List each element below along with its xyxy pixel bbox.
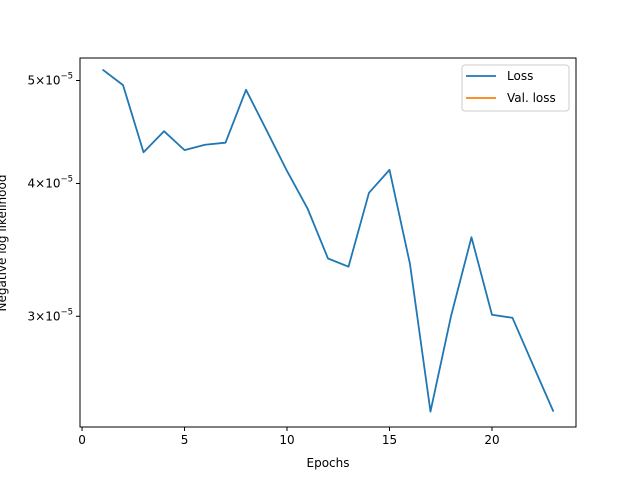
x-tick-label-3: 15 (382, 433, 397, 447)
x-tick-label-0: 0 (78, 433, 86, 447)
plot-background (80, 58, 576, 427)
legend-label-0: Loss (507, 69, 533, 83)
x-tick-label-4: 20 (484, 433, 499, 447)
x-tick-label-2: 10 (279, 433, 294, 447)
legend-label-1: Val. loss (507, 91, 556, 105)
x-axis-label: Epochs (307, 456, 350, 470)
y-axis: 3×10−5 4×10−5 5×10−5 (28, 72, 80, 323)
y-tick-label-2: 5×10−5 (28, 72, 74, 88)
series-layer (102, 68, 555, 413)
x-axis: 0 5 10 15 20 (78, 427, 500, 447)
x-tick-label-1: 5 (181, 433, 189, 447)
y-axis-label: Negative log likelihood (0, 175, 9, 312)
legend: Loss Val. loss (461, 64, 570, 112)
series-line-0 (102, 68, 555, 413)
plot-area (80, 58, 576, 427)
plot-frame (79, 57, 577, 428)
y-tick-label-0: 3×10−5 (28, 307, 74, 323)
y-tick-label-1: 4×10−5 (28, 174, 74, 190)
